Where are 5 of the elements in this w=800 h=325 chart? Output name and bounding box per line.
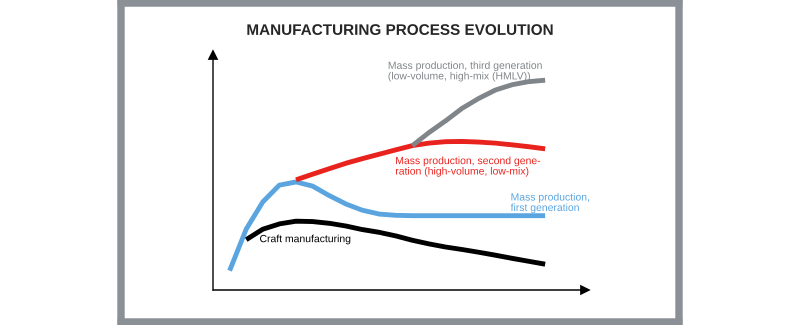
series-label: Mass production, third generation (low-volume, high-mix (HMLV)) [388, 61, 542, 82]
series-label: Mass production, second gene- ration (high-volume, low-mix) [396, 156, 540, 177]
series-label: Craft manufacturing [260, 234, 350, 244]
series-label: Mass production, first generation [510, 192, 589, 214]
chart-title: MANUFACTURING PROCESS EVOLUTION [247, 24, 553, 35]
